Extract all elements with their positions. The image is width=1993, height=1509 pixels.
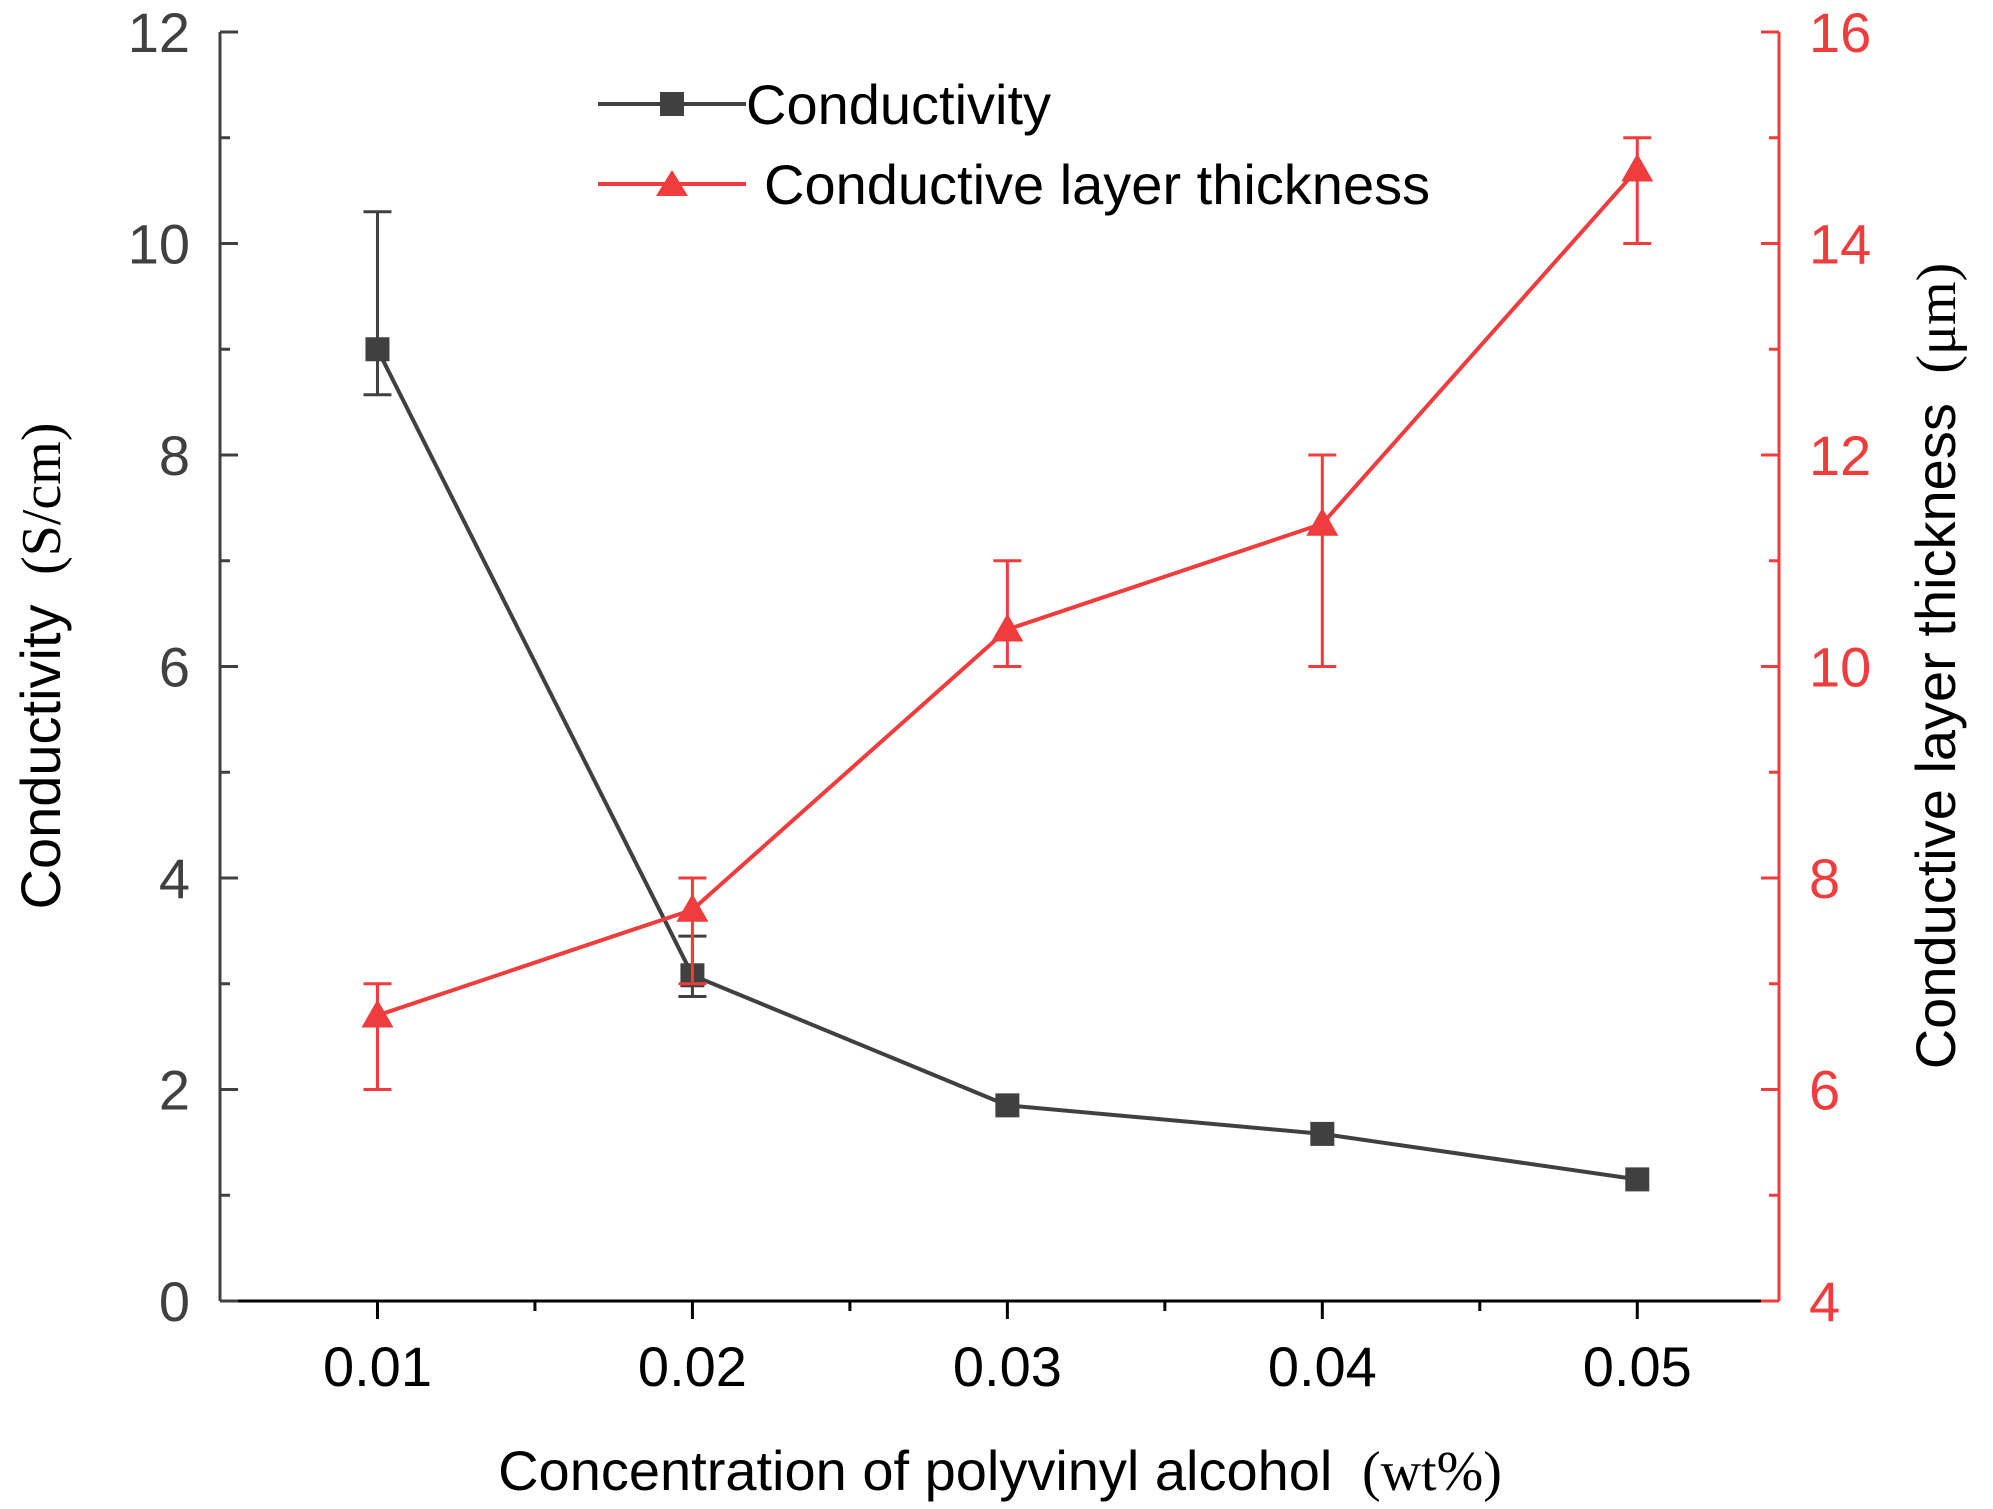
conductivity-point: [1625, 1167, 1650, 1192]
right-tick-label: 12: [1809, 424, 1871, 487]
thickness-point: [676, 893, 709, 922]
left-tick-label: 6: [159, 636, 190, 699]
x-tick-label: 0.02: [638, 1335, 747, 1398]
x-axis-title: Concentration of polyvinyl alcohol (wt%): [498, 1439, 1502, 1503]
legend-conductivity-label: Conductivity: [746, 73, 1051, 136]
x-axis-title-unit: (wt%): [1362, 1441, 1502, 1503]
x-axis-ticks: 0.01 0.02 0.03 0.04 0.05: [323, 1301, 1692, 1398]
right-tick-label: 4: [1809, 1270, 1840, 1333]
conductivity-point: [995, 1093, 1020, 1118]
left-axis-title-label: Conductivity: [9, 604, 72, 909]
right-axis-ticks: 4 6 8 10 12 14 16: [1761, 1, 1871, 1333]
right-tick-label: 10: [1809, 636, 1871, 699]
conductivity-point: [1310, 1121, 1335, 1146]
right-tick-label: 14: [1809, 213, 1871, 276]
legend-item-thickness: Conductive layer thickness: [598, 153, 1430, 216]
left-tick-label: 0: [159, 1270, 190, 1333]
right-axis-title-label: Conductive layer thickness: [1904, 403, 1967, 1069]
left-axis-title-unit: (S/cm): [11, 422, 73, 574]
left-tick-label: 2: [159, 1059, 190, 1122]
thickness-point: [361, 999, 394, 1028]
thickness-point: [1306, 507, 1339, 536]
left-axis-ticks: 0 2 4 6 8 10 12: [128, 1, 238, 1333]
left-axis-title: Conductivity (S/cm): [9, 422, 73, 909]
right-axis-title-unit: (μm): [1906, 263, 1968, 374]
x-tick-label: 0.04: [1268, 1335, 1377, 1398]
right-axis-title: Conductive layer thickness (μm): [1904, 263, 1968, 1070]
legend-thickness-label: Conductive layer thickness: [764, 153, 1430, 216]
thickness-point: [991, 613, 1024, 642]
x-tick-label: 0.03: [953, 1335, 1062, 1398]
x-axis-title-label: Concentration of polyvinyl alcohol: [498, 1439, 1332, 1502]
legend-thickness-marker: [656, 170, 688, 196]
series-layer: [361, 136, 1654, 1192]
legend: Conductivity Conductive layer thickness: [598, 73, 1430, 216]
conductivity-point: [365, 337, 390, 362]
right-tick-label: 8: [1809, 847, 1840, 910]
x-tick-label: 0.05: [1583, 1335, 1692, 1398]
x-tick-label: 0.01: [323, 1335, 432, 1398]
legend-item-conductivity: Conductivity: [598, 73, 1051, 136]
legend-conductivity-marker: [660, 92, 684, 116]
left-tick-label: 8: [159, 424, 190, 487]
right-tick-label: 6: [1809, 1059, 1840, 1122]
left-tick-label: 10: [128, 213, 190, 276]
left-tick-label: 4: [159, 847, 190, 910]
thickness-point: [1621, 153, 1654, 182]
right-tick-label: 16: [1809, 1, 1871, 64]
left-tick-label: 12: [128, 1, 190, 64]
